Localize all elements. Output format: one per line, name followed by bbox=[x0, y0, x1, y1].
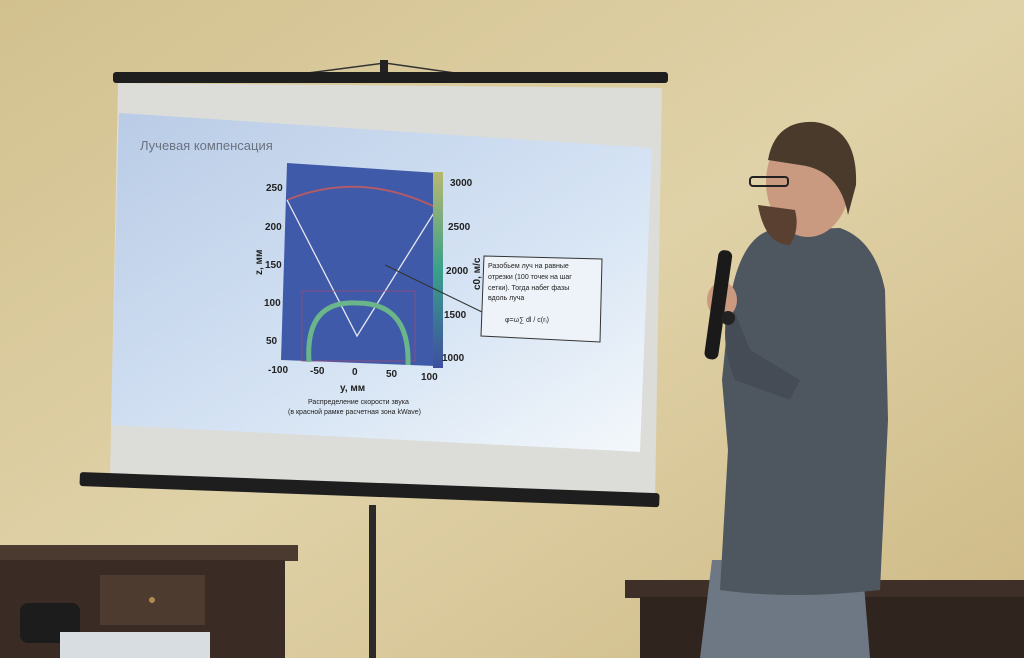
caption-line-2: (в красной рамке расчетная зона kWave) bbox=[288, 408, 421, 416]
colorbar bbox=[433, 172, 443, 368]
callout-line bbox=[384, 264, 483, 313]
note-formula: φ=ω∑ dl / c(rᵢ) bbox=[505, 317, 549, 324]
y-tick: 200 bbox=[265, 222, 282, 233]
colorbar-tick: 3000 bbox=[450, 178, 473, 189]
note-box: Разобьем луч на равные отрезки (100 точе… bbox=[480, 255, 603, 343]
skull-contour bbox=[306, 300, 411, 366]
x-tick: 0 bbox=[352, 367, 358, 378]
note-line-1: Разобьем луч на равные bbox=[488, 262, 569, 270]
y-tick: 50 bbox=[266, 336, 278, 347]
y-tick: 150 bbox=[265, 260, 282, 271]
watch-icon bbox=[721, 311, 735, 325]
x-tick: 50 bbox=[386, 369, 398, 380]
note-line-2: отрезки (100 точек на шаг bbox=[488, 274, 572, 281]
colorbar-tick: 2000 bbox=[446, 266, 469, 277]
y-tick: 250 bbox=[266, 183, 283, 194]
y-tick: 100 bbox=[264, 298, 281, 309]
x-axis-label: y, мм bbox=[340, 383, 365, 394]
slide-title: Лучевая компенсация bbox=[140, 138, 273, 153]
red-frame bbox=[301, 290, 416, 362]
y-axis-label: z, мм bbox=[254, 250, 265, 275]
arm bbox=[725, 300, 800, 400]
tripod-pole bbox=[369, 505, 376, 658]
colorbar-tick: 1500 bbox=[444, 310, 467, 321]
hair bbox=[768, 121, 857, 215]
slide: Лучевая компенсация 250 200 150 100 50 -… bbox=[111, 113, 652, 452]
microphone-icon bbox=[704, 250, 733, 360]
note-line-3: сетки). Тогда набег фазы bbox=[488, 284, 569, 292]
presenter bbox=[700, 121, 888, 658]
heatmap-plot: 250 200 150 100 50 -100 -50 0 50 100 300… bbox=[254, 163, 483, 394]
colorbar-label: c0, м/с bbox=[472, 257, 483, 290]
red-arc bbox=[286, 185, 438, 209]
caption-line-1: Распределение скорости звука bbox=[308, 399, 409, 406]
shirt bbox=[720, 228, 888, 595]
colorbar-tick: 2500 bbox=[448, 222, 471, 233]
colorbar-tick: 1000 bbox=[442, 353, 465, 364]
x-tick: -100 bbox=[268, 365, 288, 376]
glasses bbox=[749, 176, 789, 187]
x-tick: -50 bbox=[310, 366, 325, 377]
beard bbox=[758, 205, 797, 245]
white-cone bbox=[286, 199, 438, 338]
note-line-4: вдоль луча bbox=[488, 295, 524, 302]
left-table bbox=[0, 545, 298, 658]
x-tick: 100 bbox=[421, 372, 438, 383]
